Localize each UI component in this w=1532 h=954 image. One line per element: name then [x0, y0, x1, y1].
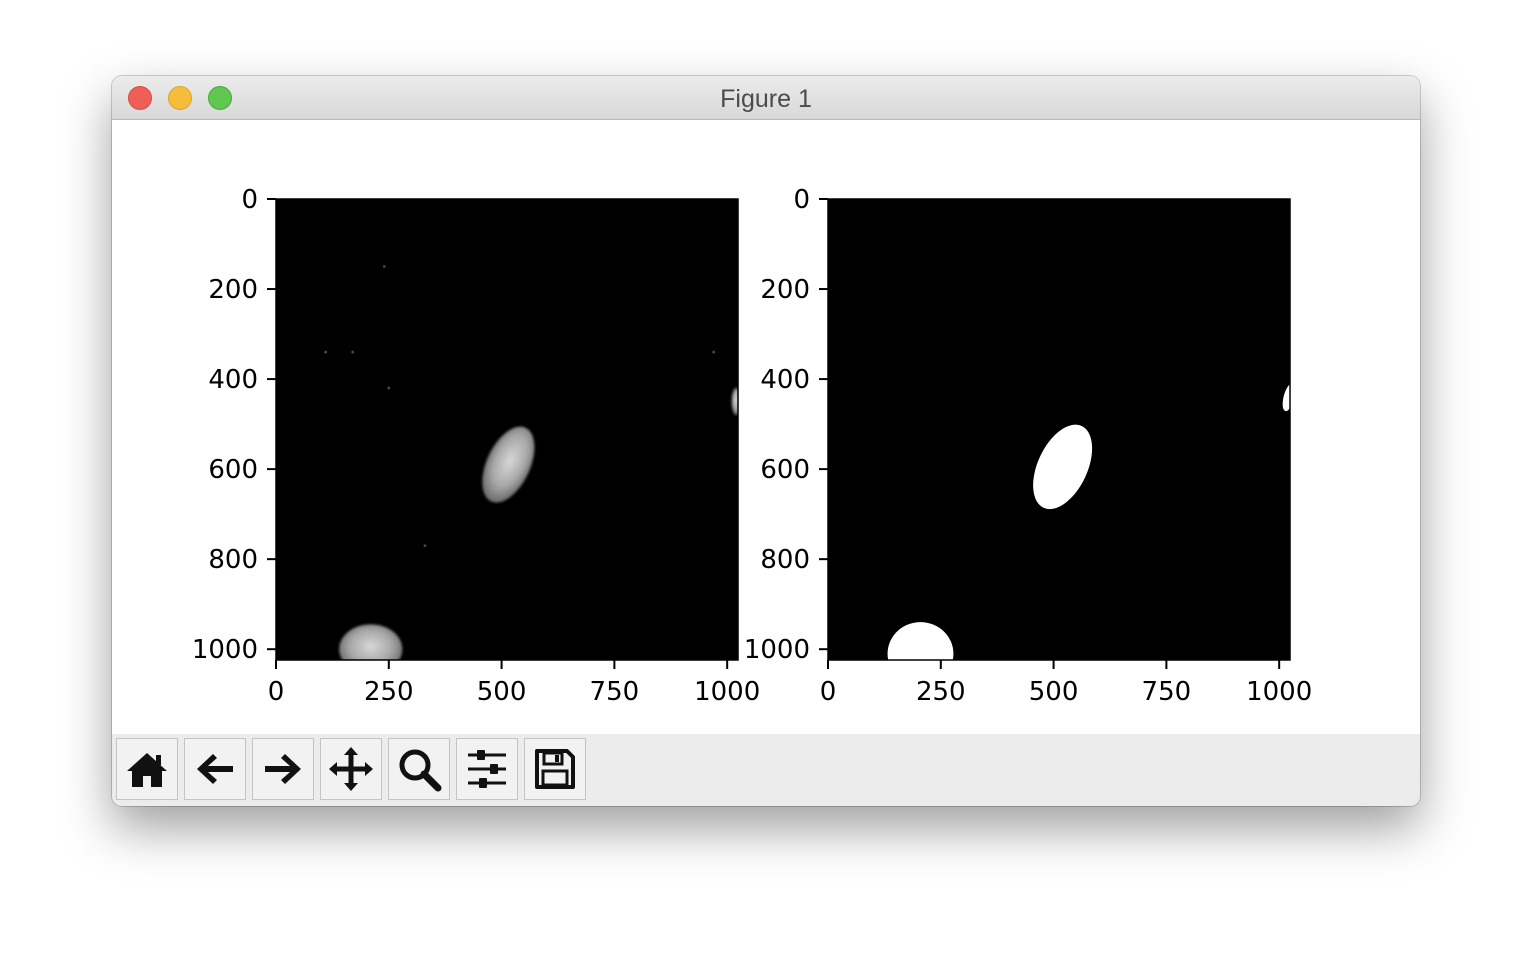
y-tick-label: 1000	[192, 635, 258, 665]
home-icon	[127, 753, 167, 787]
noise-speck	[351, 350, 355, 354]
axes-frame	[275, 198, 739, 661]
noise-speck	[387, 386, 391, 390]
y-tick-label: 800	[208, 545, 258, 575]
image-objects	[887, 383, 1290, 660]
y-tick-label: 400	[760, 365, 810, 395]
y-tick-label: 200	[760, 275, 810, 305]
y-tick-label: 400	[208, 365, 258, 395]
mask-bottom	[887, 622, 954, 660]
segmentation-mask-image[interactable]	[828, 199, 1290, 660]
figure-svg[interactable]: 0 250 500 750 1000 0 200 400 600 800 1000 0 250 500 75…	[112, 120, 1420, 734]
title-bar[interactable]: Figure 1	[112, 76, 1420, 120]
noise-speck	[712, 350, 716, 354]
y-tick-label: 600	[760, 455, 810, 485]
maximize-window-button[interactable]	[208, 86, 232, 110]
save-button[interactable]	[524, 738, 586, 800]
x-tick-label: 250	[916, 677, 966, 707]
navigation-toolbar	[112, 734, 1420, 806]
x-tick-label: 500	[477, 677, 527, 707]
window-title: Figure 1	[720, 85, 812, 113]
y-tick-label: 200	[208, 275, 258, 305]
y-tick-label: 800	[760, 545, 810, 575]
mask-center	[1033, 424, 1093, 510]
forward-button[interactable]	[252, 738, 314, 800]
image-objects	[324, 265, 738, 660]
x-tick-label: 750	[1142, 677, 1192, 707]
close-window-button[interactable]	[128, 86, 152, 110]
floppy-disk-icon	[535, 749, 575, 789]
noise-speck	[423, 544, 427, 548]
x-tick-label: 1000	[1246, 677, 1312, 707]
y-tick-label: 0	[793, 185, 810, 215]
nucleus-right-edge	[731, 388, 738, 416]
x-tick-label: 750	[590, 677, 640, 707]
arrow-right-icon	[265, 754, 301, 784]
home-button[interactable]	[116, 738, 178, 800]
noise-speck	[324, 350, 328, 354]
back-button[interactable]	[184, 738, 246, 800]
pan-button[interactable]	[320, 738, 382, 800]
x-tick-label: 1000	[694, 677, 760, 707]
axes-frame	[827, 198, 1291, 661]
sliders-icon	[468, 750, 506, 788]
x-tick-label: 500	[1029, 677, 1079, 707]
magnifier-icon	[399, 749, 442, 792]
move-icon	[329, 747, 373, 791]
mask-right-edge	[1282, 383, 1290, 412]
arrow-left-icon	[197, 754, 233, 784]
y-tick-label: 1000	[744, 635, 810, 665]
figure-window: Figure 1 0 250 500 750 1000 0 200 400 600 800 1000…	[112, 76, 1420, 806]
nucleus-bottom	[339, 624, 403, 660]
noise-speck	[382, 265, 386, 268]
microscopy-image[interactable]	[276, 199, 738, 660]
figure-canvas[interactable]: 0 250 500 750 1000 0 200 400 600 800 1000 0 250 500 75…	[112, 120, 1420, 734]
configure-subplots-button[interactable]	[456, 738, 518, 800]
x-tick-label: 0	[268, 677, 285, 707]
nucleus-center	[482, 426, 535, 503]
x-tick-label: 250	[364, 677, 414, 707]
y-tick-label: 0	[241, 185, 258, 215]
minimize-window-button[interactable]	[168, 86, 192, 110]
y-tick-label: 600	[208, 455, 258, 485]
subplot-1[interactable]: 0 250 500 750 1000 0 200 400 600 800 1000	[192, 185, 760, 707]
subplot-2[interactable]: 0 250 500 750 1000 0 200 400 600 800 1000	[744, 185, 1312, 707]
zoom-button[interactable]	[388, 738, 450, 800]
x-tick-label: 0	[820, 677, 837, 707]
